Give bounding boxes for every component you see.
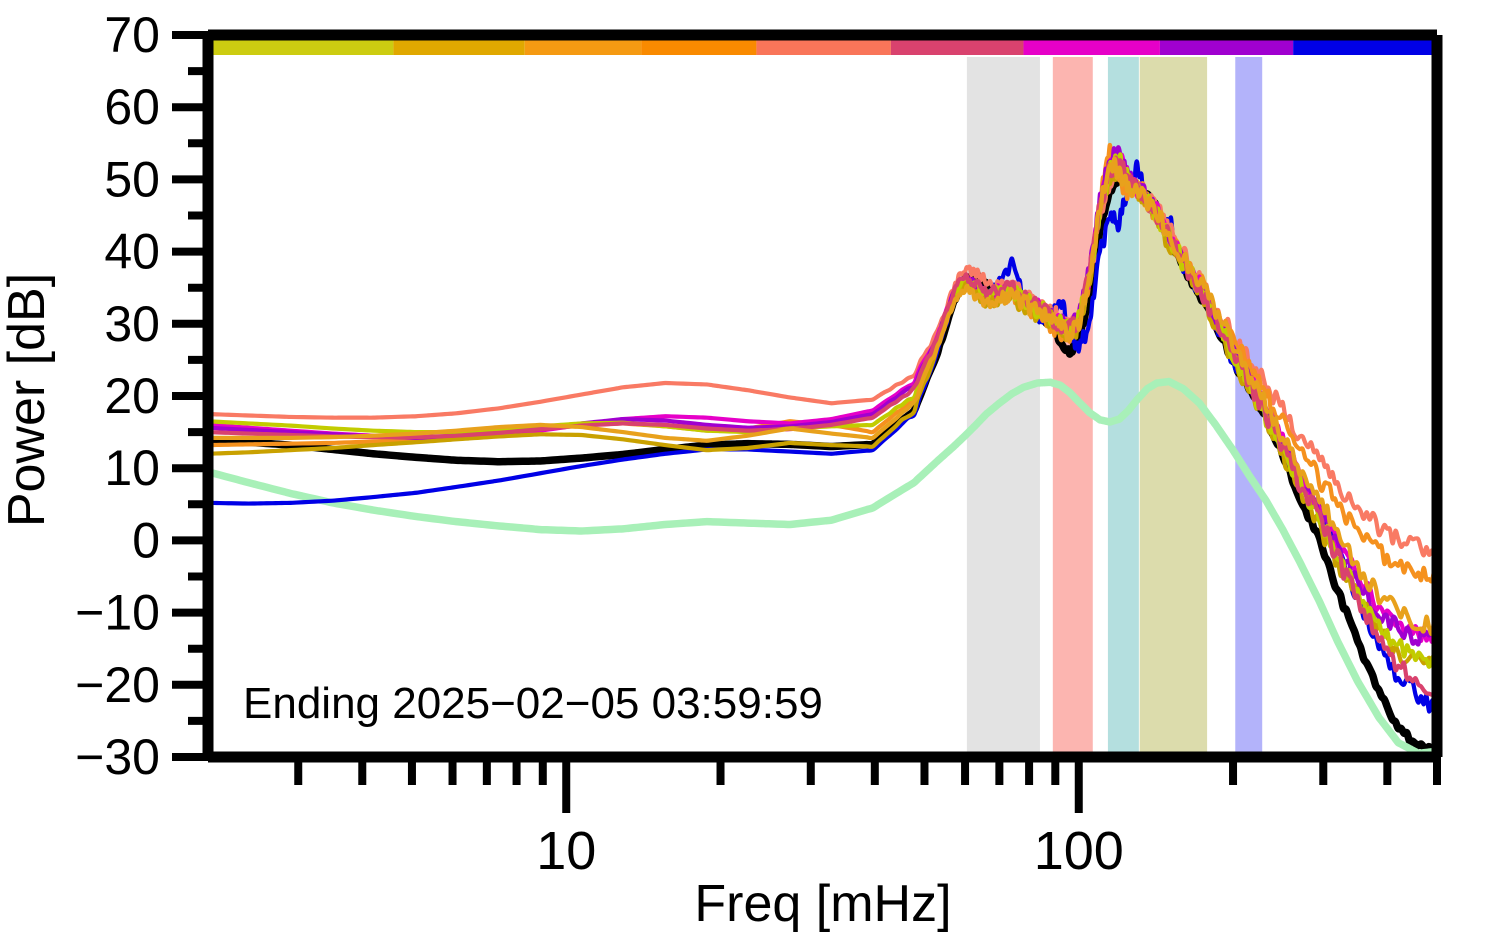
band-khaki bbox=[1139, 57, 1208, 757]
color-bar-band-8 bbox=[1159, 40, 1294, 55]
x-tick-label: 10 bbox=[536, 821, 596, 881]
color-bar-band-6 bbox=[890, 40, 1024, 55]
color-bar-band-1 bbox=[208, 40, 394, 55]
y-tick-label: −10 bbox=[75, 585, 160, 641]
y-tick-label: 60 bbox=[104, 79, 160, 135]
y-axis-tick-labels: −30 −20 −10 0 10 20 30 40 50 60 70 bbox=[75, 7, 160, 785]
band-gray bbox=[966, 57, 1040, 757]
y-tick-label: −30 bbox=[75, 729, 160, 785]
y-axis-label: Power [dB] bbox=[0, 273, 56, 527]
y-tick-label: 40 bbox=[104, 224, 160, 280]
top-color-bar bbox=[208, 40, 1437, 55]
y-axis-ticks bbox=[172, 31, 208, 761]
color-bar-band-5 bbox=[756, 40, 891, 55]
y-tick-label: 50 bbox=[104, 151, 160, 207]
x-axis-label: Freq [mHz] bbox=[694, 875, 951, 933]
y-tick-label: 0 bbox=[132, 512, 160, 568]
ending-timestamp-annotation: Ending 2025−02−05 03:59:59 bbox=[243, 679, 823, 728]
series-channel-salmon bbox=[205, 164, 1440, 558]
x-axis-ticks bbox=[294, 757, 1441, 813]
series-group bbox=[204, 142, 1441, 758]
y-tick-label: 10 bbox=[104, 440, 160, 496]
y-tick-label: 20 bbox=[104, 368, 160, 424]
color-bar-band-4 bbox=[641, 40, 757, 55]
x-axis-tick-labels: 10 100 bbox=[536, 821, 1124, 881]
y-tick-label: 30 bbox=[104, 296, 160, 352]
color-bar-band-3 bbox=[524, 40, 642, 55]
x-tick-label: 100 bbox=[1034, 821, 1124, 881]
color-bar-band-7 bbox=[1023, 40, 1160, 55]
color-bar-band-2 bbox=[393, 40, 525, 55]
y-tick-label: −20 bbox=[75, 657, 160, 713]
series-quiet-reference bbox=[204, 377, 1441, 758]
color-bar-band-9 bbox=[1293, 40, 1437, 55]
y-tick-label: 70 bbox=[104, 7, 160, 63]
series-channel-amber bbox=[205, 156, 1440, 637]
